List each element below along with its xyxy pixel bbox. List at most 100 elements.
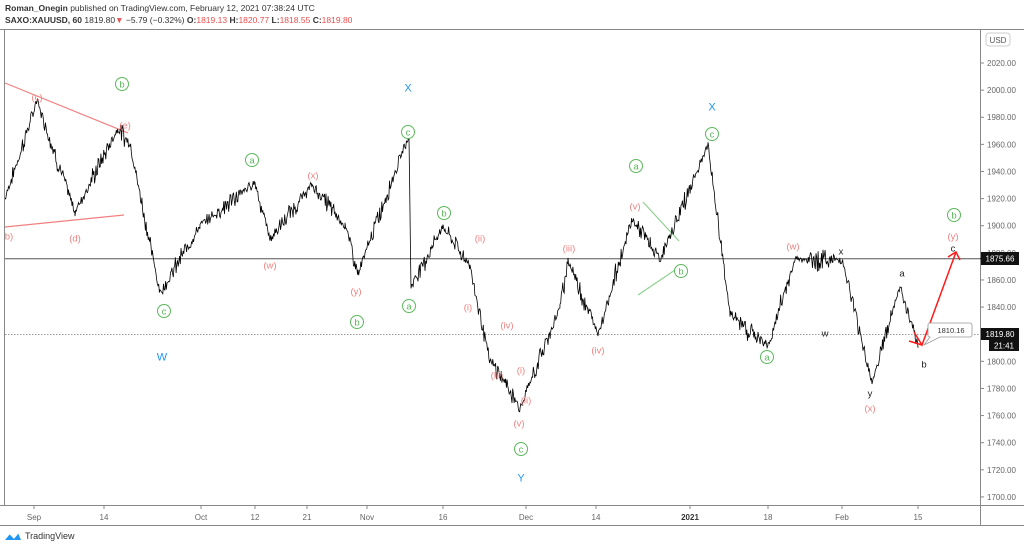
wave-label-iv2[interactable]: (iv)	[591, 345, 604, 356]
time-tick-label: 2021	[681, 513, 699, 522]
projection-path[interactable]	[908, 250, 961, 347]
svg-text:(d): (d)	[69, 233, 81, 244]
close-value: 1819.80	[321, 15, 353, 25]
svg-text:c: c	[951, 243, 956, 254]
wave-label-e_top_left[interactable]: (e)	[119, 120, 131, 131]
price-tick-label: 1980.00	[987, 113, 1016, 122]
wave-label-cc4[interactable]: c	[705, 127, 719, 141]
wave-label-i1[interactable]: (i)	[464, 302, 472, 313]
price-tick-label: 1760.00	[987, 412, 1016, 421]
triangle-lower-trendline[interactable]	[4, 214, 125, 228]
price-tick-label: 1960.00	[987, 140, 1016, 149]
svg-text:a: a	[406, 301, 412, 312]
price-series-line	[4, 97, 919, 413]
callout-value: 1810.16	[937, 326, 964, 335]
wave-label-as[interactable]: a	[899, 268, 905, 279]
wave-label-cc3[interactable]: c	[514, 442, 528, 456]
wave-label-ca3[interactable]: a	[629, 159, 643, 173]
time-tick-label: Oct	[195, 513, 208, 522]
time-tick-label: Nov	[360, 513, 374, 522]
close-label: C:	[312, 15, 322, 25]
price-tick-label: 1840.00	[987, 303, 1016, 312]
svg-text:(ii): (ii)	[521, 395, 532, 406]
time-tick-label: 16	[439, 513, 448, 522]
wave-label-w1[interactable]: (w)	[263, 260, 276, 271]
wave-label-ws[interactable]: w	[821, 328, 829, 339]
publish-text: published on TradingView.com, February 1…	[70, 3, 315, 13]
wave-label-bs[interactable]: b	[921, 359, 926, 370]
wave-label-X2[interactable]: X	[708, 101, 716, 113]
current-price-label: 1819.80 21:41	[981, 328, 1019, 351]
wave-label-ca2[interactable]: a	[402, 299, 416, 313]
wave-label-ca4[interactable]: a	[760, 350, 774, 364]
tradingview-logo[interactable]: TradingView	[4, 531, 75, 541]
wave-label-cb4[interactable]: b	[674, 264, 688, 278]
price-tick-label: 2020.00	[987, 59, 1016, 68]
wedge-upper-trendline[interactable]	[642, 201, 680, 242]
wave-label-cb3[interactable]: b	[437, 206, 451, 220]
wave-label-Y[interactable]: Y	[517, 472, 525, 484]
wave-label-d_left[interactable]: (d)	[69, 233, 81, 244]
wave-label-cc2[interactable]: c	[401, 125, 415, 139]
wave-label-ca1[interactable]: a	[245, 153, 259, 167]
wedge-lower-trendline[interactable]	[637, 267, 679, 296]
wave-label-i2[interactable]: (i)	[517, 365, 525, 376]
svg-text:(iv): (iv)	[500, 320, 513, 331]
wave-label-cb1[interactable]: b	[115, 77, 129, 91]
wave-label-x1[interactable]: (x)	[307, 170, 318, 181]
currency-badge[interactable]: USD	[985, 32, 1011, 47]
svg-text:b: b	[951, 210, 956, 221]
price-callout[interactable]: 1810.16	[923, 322, 973, 346]
svg-text:(y): (y)	[350, 286, 361, 297]
price-tick-label: 1780.00	[987, 384, 1016, 393]
wave-label-W[interactable]: W	[157, 351, 168, 363]
svg-text:(iii): (iii)	[563, 243, 576, 254]
last-price: 1819.80	[84, 15, 116, 25]
svg-text:c: c	[406, 127, 411, 138]
wave-label-v2[interactable]: (v)	[629, 201, 640, 212]
time-tick-label: 21	[303, 513, 312, 522]
time-tick-label: Sep	[27, 513, 42, 522]
wave-label-cs[interactable]: c	[951, 243, 956, 254]
wave-label-cc1[interactable]: c	[157, 304, 171, 318]
price-axis[interactable]: 2020.00 2000.00 1980.00 1960.00 1940.00 1920.…	[980, 59, 1016, 502]
svg-text:(i): (i)	[464, 302, 472, 313]
publish-line: Roman_Onegin published on TradingView.co…	[5, 2, 352, 14]
wave-label-ii2[interactable]: (ii)	[521, 395, 532, 406]
price-tick-label: 1920.00	[987, 195, 1016, 204]
triangle-upper-trendline[interactable]	[4, 82, 129, 134]
svg-text:1875.66: 1875.66	[986, 255, 1015, 264]
svg-text:(ii): (ii)	[475, 233, 486, 244]
wave-label-y2[interactable]: (y)	[947, 231, 958, 242]
wave-label-v1[interactable]: (v)	[513, 418, 524, 429]
svg-text:b: b	[921, 359, 926, 370]
price-tick-label: 1940.00	[987, 167, 1016, 176]
wave-label-iii1[interactable]: (iii)	[491, 370, 504, 381]
wave-label-ii1[interactable]: (ii)	[475, 233, 486, 244]
wave-label-iv1[interactable]: (iv)	[500, 320, 513, 331]
svg-text:1819.80: 1819.80	[986, 330, 1015, 339]
brand-name: TradingView	[25, 531, 75, 541]
time-axis[interactable]: Sep 14 Oct 12 21 Nov 16 Dec 14 2021 18 Feb 15	[27, 505, 923, 522]
arrow-head-icon	[947, 250, 961, 261]
price-tick-label: 1740.00	[987, 439, 1016, 448]
wave-label-ys[interactable]: y	[868, 388, 873, 399]
author-name[interactable]: Roman_Onegin	[5, 3, 68, 13]
wave-label-c_top_left[interactable]: (c)	[31, 92, 42, 103]
time-tick-label: Dec	[519, 513, 533, 522]
wave-label-y1[interactable]: (y)	[350, 286, 361, 297]
svg-text:a: a	[249, 155, 255, 166]
wave-label-b_left[interactable]: b)	[5, 231, 13, 242]
wave-label-cb2[interactable]: b	[350, 315, 364, 329]
ohlc-line: SAXO:XAUUSD, 60 1819.80▼ −5.79 (−0.32%) …	[5, 14, 352, 26]
wave-label-iii2[interactable]: (iii)	[563, 243, 576, 254]
wave-label-w2[interactable]: (w)	[786, 241, 799, 252]
wave-label-X1[interactable]: X	[404, 82, 412, 94]
wave-label-cb5[interactable]: b	[947, 208, 961, 222]
svg-text:(i): (i)	[517, 365, 525, 376]
low-label: L:	[271, 15, 280, 25]
wave-label-x2[interactable]: (x)	[864, 403, 875, 414]
time-tick-label: 14	[592, 513, 601, 522]
wave-label-xs[interactable]: x	[839, 246, 844, 257]
